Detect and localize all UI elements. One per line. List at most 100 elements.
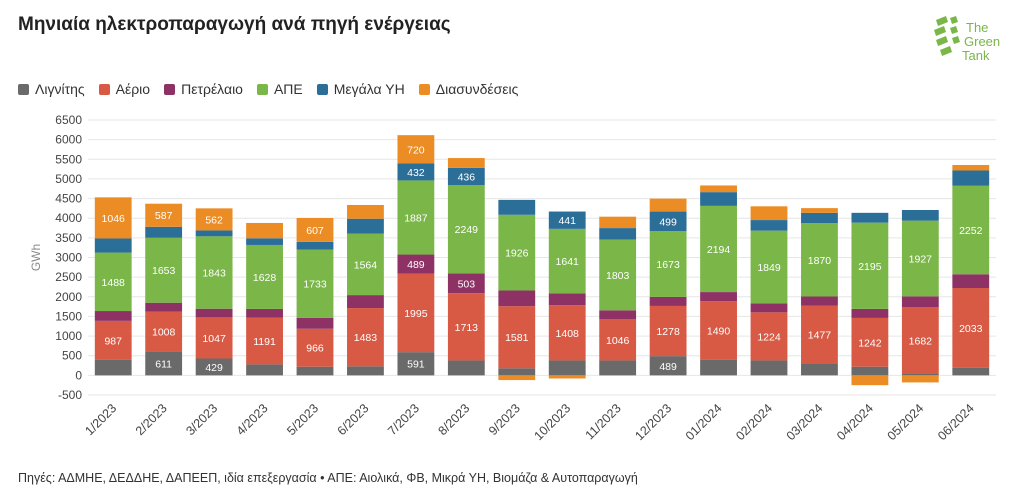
x-tick-label: 8/2023 (436, 401, 473, 438)
x-tick-label: 03/2024 (784, 401, 826, 443)
bar-segment-0 (296, 366, 334, 376)
y-tick-label: 4500 (55, 192, 82, 206)
data-label: 591 (407, 359, 425, 371)
data-label: 1849 (757, 262, 781, 274)
chart-title: Μηνιαία ηλεκτροπαραγωγή ανά πηγή ενέργει… (18, 14, 451, 35)
data-label: 1628 (253, 272, 277, 284)
bar-segment-5 (94, 197, 132, 239)
data-label: 1641 (556, 256, 580, 268)
data-label: 562 (205, 214, 223, 226)
data-label: 489 (659, 361, 677, 373)
bar-segment-3 (901, 220, 939, 297)
legend-label: Αέριο (115, 81, 151, 97)
bar-segment-5 (347, 204, 384, 219)
bar-segment-4 (195, 230, 233, 237)
bar-segment-1 (447, 293, 485, 361)
y-tick-label: 6500 (55, 113, 82, 127)
bar-segment-4 (498, 199, 536, 215)
legend-item-4[interactable]: Μεγάλα ΥΗ (316, 81, 405, 97)
data-label: 1488 (102, 277, 126, 289)
data-label: 1191 (253, 336, 276, 348)
legend-label: Μεγάλα ΥΗ (333, 81, 405, 97)
bar-segment-5 (599, 216, 637, 229)
bar-segment-5 (246, 222, 283, 239)
bar-segment-5 (801, 208, 838, 213)
x-tick-label: 12/2023 (632, 401, 674, 443)
bar-segment-2 (94, 311, 132, 321)
bar-segment-3 (750, 230, 788, 304)
bar-segment-4 (447, 167, 485, 186)
legend-item-0[interactable]: Λιγνίτης (18, 81, 85, 97)
bar-segment-1 (901, 307, 939, 374)
bar-segment-4 (851, 212, 889, 223)
data-label: 2033 (959, 323, 983, 335)
data-label: 489 (407, 259, 425, 271)
data-label: 1581 (505, 332, 529, 344)
bar-segment-2 (700, 292, 737, 302)
data-label: 987 (104, 335, 122, 347)
bar-segment-0 (649, 356, 687, 376)
data-label: 1995 (404, 308, 428, 320)
bar-segment-0 (952, 367, 990, 376)
y-axis-title: GWh (29, 244, 43, 271)
bar-segment-2 (447, 273, 485, 294)
legend-swatch (256, 83, 268, 95)
bar-segment-0 (94, 359, 132, 376)
bar-segment-3 (851, 222, 889, 309)
data-label: 1278 (656, 326, 680, 338)
legend-label: Διασυνδέσεις (435, 81, 519, 97)
data-label: 607 (306, 225, 324, 237)
bar-segment-1 (397, 273, 435, 353)
bar-segment-4 (347, 218, 384, 234)
data-label: 1046 (102, 213, 126, 225)
bar-segment-1 (649, 305, 687, 357)
data-label: 432 (407, 167, 425, 179)
bar-segment-3 (548, 228, 586, 294)
legend-swatch (316, 83, 328, 95)
x-tick-label: 02/2024 (733, 401, 775, 443)
data-label: 429 (205, 362, 223, 374)
bar-segment-2 (952, 274, 990, 289)
chart-legend: Λιγνίτης Αέριο Πετρέλαιο ΑΠΕ Μεγάλα ΥΗ Διασυν… (18, 81, 518, 97)
bar-segment-0 (246, 364, 283, 376)
logo-line2: Green (964, 34, 1000, 49)
bar-segment-1 (195, 317, 233, 359)
bar-segment-5 (750, 206, 788, 221)
bar-segment-0 (801, 363, 838, 376)
data-label: 1224 (757, 331, 781, 343)
data-label: 1682 (909, 335, 933, 347)
legend-label: Πετρέλαιο (181, 81, 243, 97)
bar-segment-3 (94, 252, 132, 312)
legend-item-2[interactable]: Πετρέλαιο (164, 81, 243, 97)
legend-item-5[interactable]: Διασυνδέσεις (418, 81, 519, 97)
legend-swatch (164, 83, 176, 95)
bar-segment-1 (296, 328, 334, 367)
bar-segment-0 (700, 359, 737, 376)
x-tick-label: 2/2023 (133, 401, 170, 438)
bar-segment-0 (901, 373, 939, 376)
bar-segment-3 (801, 223, 838, 297)
bar-segment-2 (548, 293, 586, 306)
data-label: 966 (306, 343, 324, 355)
green-tank-logo: The Green Tank (930, 12, 1010, 68)
bar-segment-4 (700, 192, 737, 206)
x-tick-label: 1/2023 (82, 401, 119, 438)
bar-segment-1 (750, 312, 788, 361)
bar-segment-2 (195, 308, 233, 318)
bar-segment-0 (498, 368, 536, 376)
legend-item-1[interactable]: Αέριο (98, 81, 151, 97)
data-label: 503 (458, 278, 476, 290)
data-label: 720 (407, 144, 425, 156)
bar-segment-4 (94, 238, 132, 253)
legend-swatch (418, 83, 430, 95)
bar-segment-5 (548, 375, 586, 379)
y-tick-label: 0 (75, 368, 82, 382)
bar-segment-4 (246, 238, 283, 245)
bar-segment-3 (296, 249, 334, 318)
bar-segment-5 (296, 217, 334, 242)
legend-item-3[interactable]: ΑΠΕ (256, 81, 303, 97)
data-label: 1483 (354, 332, 378, 344)
x-tick-label: 3/2023 (183, 401, 220, 438)
bar-segment-3 (952, 185, 990, 275)
bar-segment-5 (447, 158, 485, 168)
